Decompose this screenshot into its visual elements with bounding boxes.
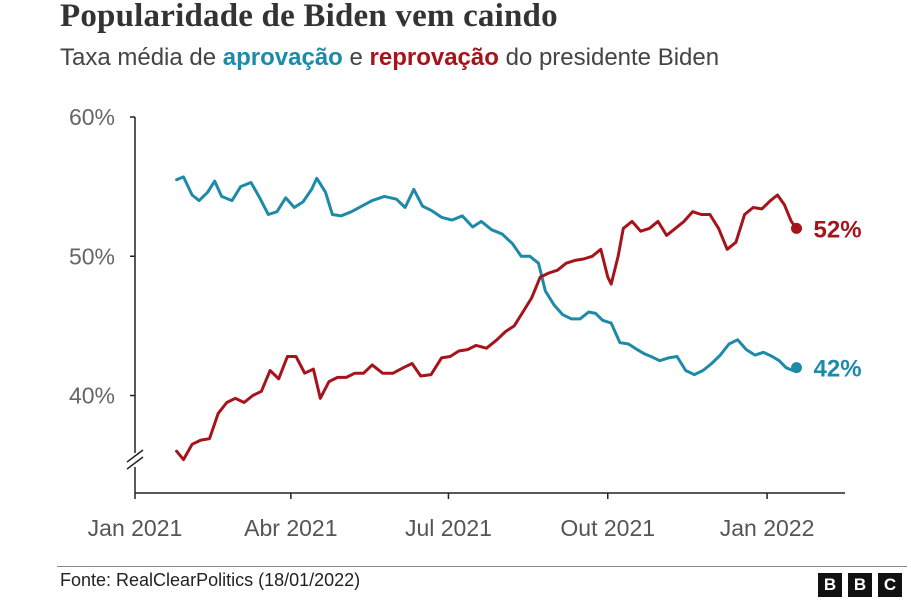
chart-subtitle: Taxa média de aprovação e reprovação do … xyxy=(60,44,719,72)
subtitle-middle: e xyxy=(342,44,370,71)
disapprove-end-point xyxy=(791,222,803,234)
y-tick-label: 60% xyxy=(69,104,115,130)
x-tick-label: Out 2021 xyxy=(560,515,655,541)
approve-series-line xyxy=(175,175,798,377)
approve-end-label: 42% xyxy=(814,356,862,383)
disapprove-end-label: 52% xyxy=(814,216,862,243)
x-tick-label: Jan 2021 xyxy=(88,515,183,541)
bbc-logo-letter-1: B xyxy=(818,573,842,597)
x-tick-label: Jan 2022 xyxy=(720,515,815,541)
x-tick-label: Jul 2021 xyxy=(405,515,492,541)
y-tick-label: 40% xyxy=(69,383,115,409)
chart-title: Popularidade de Biden vem caindo xyxy=(60,0,558,34)
line-chart: 40% 50% 60% Jan 2021 Abr 2021 Jul 2021 Out 202… xyxy=(69,104,862,541)
y-tick-label: 50% xyxy=(69,243,115,269)
source-note: Fonte: RealClearPolitics (18/01/2022) xyxy=(60,570,361,590)
bbc-logo: B B C xyxy=(818,573,902,597)
x-tick-label: Abr 2021 xyxy=(244,515,337,541)
approve-end-point xyxy=(791,362,803,374)
subtitle-prefix: Taxa média de xyxy=(60,44,223,71)
axis-break-mark-1 xyxy=(126,449,144,463)
subtitle-suffix: do presidente Biden xyxy=(498,44,720,71)
bbc-logo-letter-3: C xyxy=(878,573,902,597)
subtitle-disapprove-word: reprovação xyxy=(369,44,499,71)
disapprove-series-line xyxy=(175,193,798,462)
subtitle-approve-word: aprovação xyxy=(222,44,343,71)
footer-divider xyxy=(57,566,907,567)
axis-break-mark-2 xyxy=(126,456,144,470)
bbc-logo-letter-2: B xyxy=(848,573,872,597)
